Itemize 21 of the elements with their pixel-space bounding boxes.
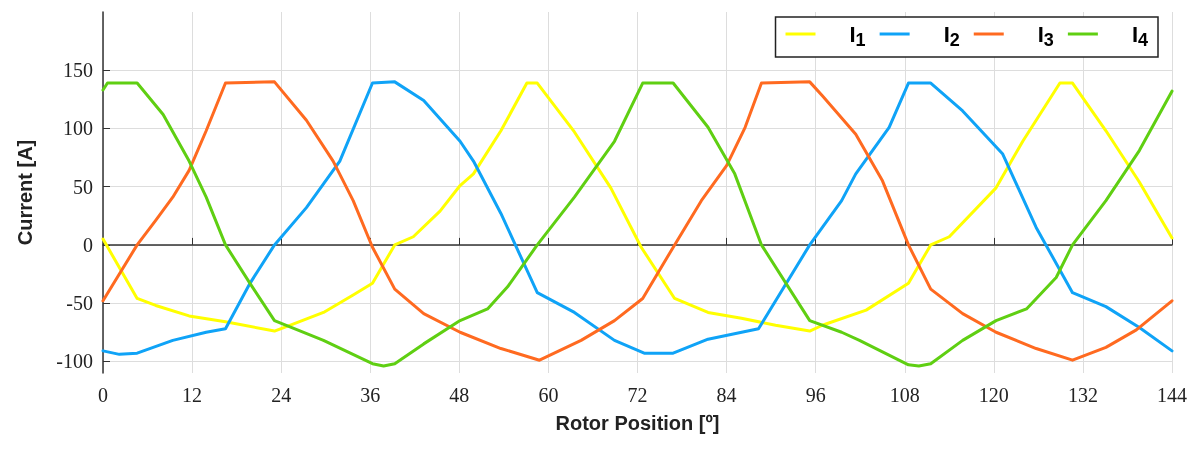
- x-tick-label: 72: [627, 384, 648, 406]
- x-tick-label: 84: [716, 384, 737, 406]
- x-tick-label: 0: [98, 384, 108, 406]
- x-tick-label: 36: [360, 384, 381, 406]
- y-tick-label: 50: [73, 175, 93, 198]
- x-axis-title: Rotor Position [º]: [555, 412, 720, 434]
- x-tick-label: 144: [1157, 384, 1187, 406]
- x-tick-label: 12: [182, 384, 203, 406]
- x-tick-label: 24: [271, 384, 292, 406]
- y-tick-label: -50: [66, 292, 93, 315]
- x-tick-label: 48: [449, 384, 470, 406]
- x-tick-label: 120: [978, 384, 1009, 406]
- x-tick-label: 132: [1067, 384, 1098, 406]
- x-tick-label: 60: [538, 384, 559, 406]
- x-tick-label: 96: [805, 384, 826, 406]
- y-axis-title: Current [A]: [14, 139, 36, 246]
- y-tick-label: 0: [83, 233, 93, 256]
- y-tick-label: -100: [56, 350, 93, 373]
- y-tick-label: 100: [63, 117, 93, 140]
- y-tick-label: 150: [63, 59, 93, 82]
- x-tick-label: 108: [889, 384, 920, 406]
